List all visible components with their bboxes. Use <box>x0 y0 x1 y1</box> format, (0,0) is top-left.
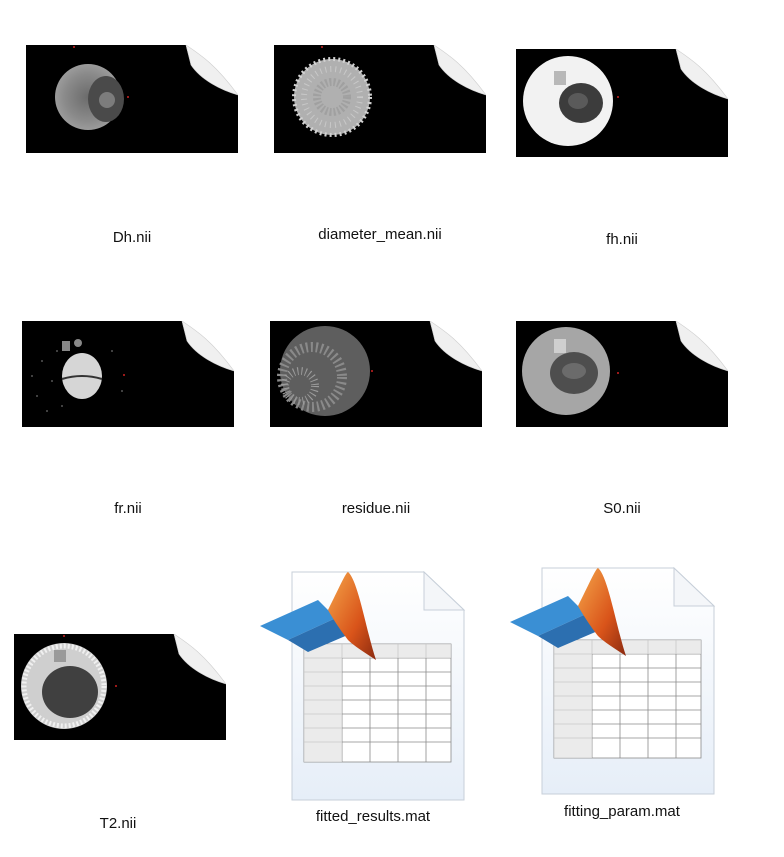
file-name-label: fitted_results.mat <box>315 808 431 825</box>
file-name-label: residue.nii <box>341 500 411 517</box>
nifti-thumbnail-icon <box>516 321 728 427</box>
matlab-mat-file-icon <box>258 570 473 802</box>
nifti-thumbnail-icon <box>14 634 226 740</box>
nifti-thumbnail-icon <box>274 45 486 153</box>
nifti-thumbnail-icon <box>22 321 234 427</box>
file-name-label: fr.nii <box>114 500 142 517</box>
file-name-label: S0.nii <box>603 500 641 517</box>
file-name-label: T2.nii <box>99 815 137 832</box>
file-name-label: Dh.nii <box>112 229 152 246</box>
nifti-thumbnail-icon <box>270 321 482 427</box>
file-name-label: diameter_mean.nii <box>318 226 442 243</box>
nifti-thumbnail-icon <box>26 45 238 153</box>
file-name-label: fh.nii <box>606 231 638 248</box>
file-name-label: fitting_param.mat <box>564 803 680 820</box>
nifti-thumbnail-icon <box>516 49 728 157</box>
matlab-mat-file-icon <box>508 566 723 798</box>
